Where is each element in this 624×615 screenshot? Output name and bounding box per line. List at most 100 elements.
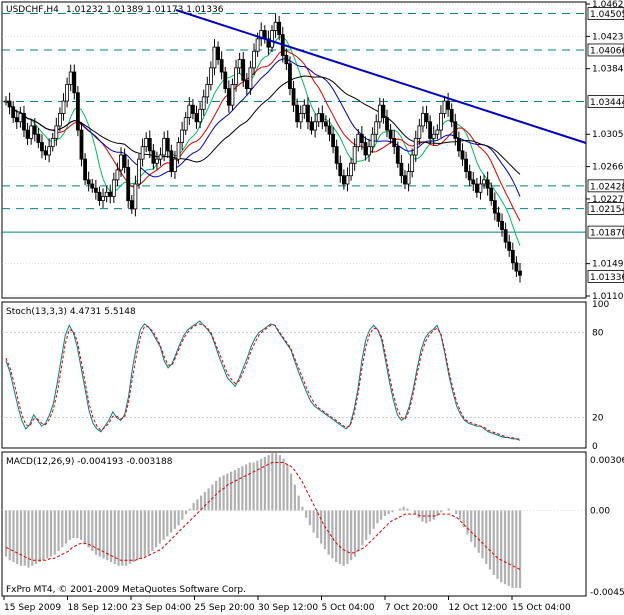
level-value-label: 1.04505 [590, 10, 624, 20]
candle-body [47, 146, 52, 156]
stoch-grid [2, 331, 586, 419]
candle-body [367, 146, 371, 156]
candle-body [363, 142, 368, 156]
candle-body [226, 88, 231, 106]
candle-body [381, 104, 386, 119]
candle-body [478, 183, 483, 193]
candle-body [104, 191, 109, 197]
candle-body [248, 67, 253, 90]
candle-body [4, 100, 8, 103]
candle-body [341, 175, 346, 185]
macd-axis-label: 0.003068 [590, 456, 624, 466]
candle-body [137, 158, 141, 185]
candle-body [359, 133, 364, 143]
stoch-signal-line [5, 323, 520, 440]
price-axis-label: 1.03840 [592, 65, 624, 75]
candle-body [119, 154, 123, 171]
candle-body [482, 179, 486, 185]
candle-body [439, 113, 443, 131]
time-axis-label: 7 Oct 20:00 [385, 603, 438, 613]
price-pane-frame [1, 1, 587, 299]
candle-body [36, 133, 41, 143]
candle-body [75, 92, 80, 131]
candle-body [338, 162, 343, 177]
price-levels [2, 13, 586, 233]
candle-body [191, 104, 195, 114]
candle-body [298, 113, 303, 123]
candle-body [72, 71, 77, 94]
candle-body [86, 179, 91, 185]
candle-body [108, 191, 113, 197]
candle-body [377, 104, 382, 123]
candle-body [244, 79, 249, 90]
candle-body [162, 137, 167, 156]
candle-body [43, 150, 48, 156]
candle-body [356, 133, 361, 148]
candle-body [284, 55, 289, 65]
level-value-box [587, 95, 624, 108]
macd-axis-label: -0.004532 [590, 588, 624, 598]
stoch-pane-frame [1, 301, 587, 449]
moving-average-line [5, 75, 521, 175]
candle-body [241, 59, 246, 81]
candle-body [270, 30, 274, 48]
candle-body [500, 220, 504, 231]
candle-body [306, 104, 310, 123]
candle-body [93, 187, 98, 193]
stoch-axis: 100 80 20 0 [592, 300, 609, 452]
price-axis-label: 1.03050 [592, 130, 624, 140]
price-axis-label: 1.04230 [592, 32, 624, 42]
candle-body [147, 137, 152, 152]
candle-body [485, 179, 490, 189]
time-axis-label: 25 Sep 20:00 [195, 603, 255, 613]
candle-body [198, 108, 202, 123]
candle-body [68, 71, 73, 85]
candle-body [14, 117, 19, 123]
candle-body [460, 150, 465, 160]
symbol-label: USDCHF,H4 [6, 5, 59, 15]
candle-body [456, 137, 461, 152]
candle-body [302, 104, 307, 114]
candle-body [492, 200, 497, 214]
candle-body [324, 121, 328, 127]
macd-axis: 0.003068 0.00 -0.004532 [590, 456, 624, 598]
candle-body [345, 175, 350, 185]
stoch-lines [5, 320, 521, 441]
candle-body [155, 158, 159, 164]
price-axis: 1.04620 1.04230 1.03840 1.03050 1.02660 1.022… [586, 0, 624, 302]
candle-body [388, 129, 393, 139]
stoch-label: Stoch(13,3,3) 4.4731 5.5148 [6, 307, 136, 317]
candle-body [180, 129, 185, 143]
price-pane: USDCHF,H4 1.01232 1.01389 1.01173 1.0133… [1, 0, 624, 302]
candle-body [201, 96, 206, 110]
candle-body [474, 183, 479, 193]
candle-body [194, 113, 199, 123]
time-axis-label: 12 Oct 12:00 [449, 603, 508, 613]
moving-average-line [5, 58, 521, 197]
candle-body [126, 167, 131, 202]
candle-body [133, 183, 138, 210]
candle-body [320, 113, 325, 123]
candle-body [169, 150, 174, 172]
candle-body [313, 121, 318, 131]
candle-body [410, 154, 415, 172]
candle-body [90, 183, 95, 189]
candle-body [122, 154, 127, 168]
candle-body [510, 249, 515, 264]
candle-body [374, 121, 379, 135]
price-grid [2, 3, 586, 297]
candle-body [370, 133, 375, 148]
macd-signal-line [5, 462, 521, 570]
trendline[interactable] [175, 9, 587, 144]
candle-body [464, 158, 468, 172]
candle-body [421, 113, 425, 127]
candle-body [54, 125, 59, 139]
candle-body [503, 229, 508, 243]
level-value-label: 1.02154 [590, 205, 624, 215]
stoch-main-line [5, 320, 521, 441]
macd-pane: MACD(12,26,9) -0.004193 -0.003188 FxPro … [1, 451, 624, 598]
candle-body [183, 117, 188, 131]
candle-body [471, 179, 476, 185]
time-axis-label: 5 Oct 04:00 [322, 603, 375, 613]
